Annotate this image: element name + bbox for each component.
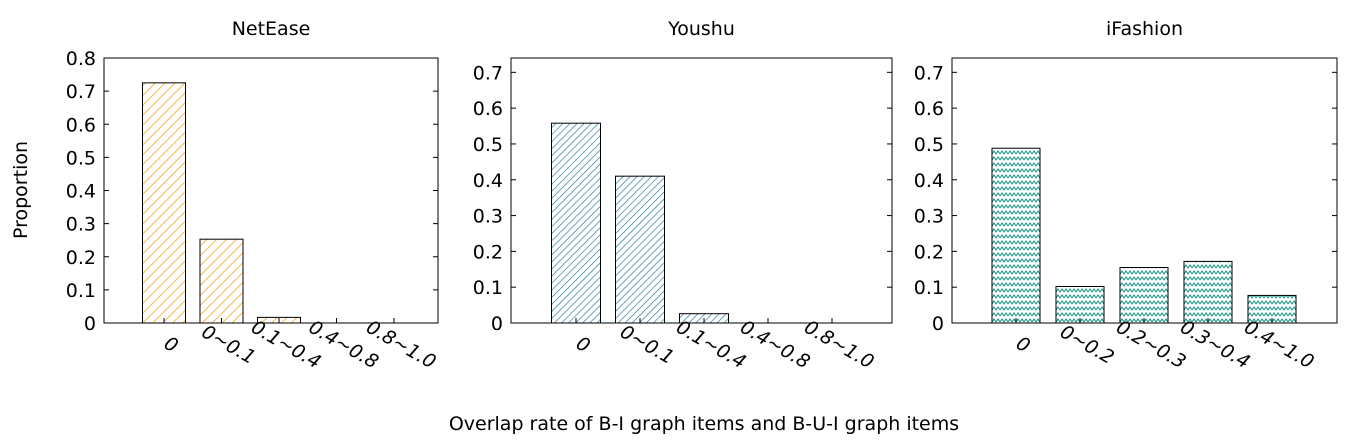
y-tick-label: 0 [491,313,503,335]
chart-panel-ifashion: iFashion 0 0.1 0.2 0.3 0.4 0.5 0.6 0.7 0 0~0.20.2~… [914,18,1338,373]
y-tick-label: 0.5 [473,134,503,156]
y-tick-label: 0.3 [66,214,96,236]
y-tick-label: 0.6 [66,114,96,136]
y-tick-label: 0.3 [914,206,944,228]
bar-0 [551,122,601,324]
x-tick-label: 0.4~0.8 [736,316,813,373]
y-tick-label: 0.8 [66,48,96,70]
x-axis-label: Overlap rate of B-I graph items and B-U-… [449,413,959,435]
bar-0.3~0.4 [1183,260,1233,324]
y-tick-label: 0.5 [66,147,96,169]
y-tick-label: 0.7 [66,81,96,103]
y-tick-label: 0.7 [914,62,944,84]
chart-title: NetEase [232,18,311,40]
x-tick-label: 0 [572,332,593,357]
bar-0~0.1 [615,175,665,324]
chart-title: Youshu [667,18,735,40]
x-tick-label: 0~0.1 [616,321,677,369]
x-tick-label: 0.4~1.0 [1240,316,1317,373]
y-tick-label: 0.2 [66,247,96,269]
bar-0.2~0.3 [1119,266,1169,324]
y-tick-label: 0.7 [473,62,503,84]
bar-0 [142,82,186,324]
y-tick-label: 0.6 [473,98,503,120]
x-tick-label: 0 [1012,332,1033,357]
y-tick-label: 0.3 [473,206,503,228]
y-tick-label: 0.1 [914,277,944,299]
y-tick-label: 0.4 [473,170,503,192]
y-tick-label: 0.6 [914,98,944,120]
y-tick-label: 0.4 [66,181,96,203]
x-tick-label: 0.2~0.3 [1112,316,1189,373]
x-tick-label: 0~0.1 [198,321,259,369]
y-tick-label: 0.4 [914,170,944,192]
x-tick-label: 0.1~0.4 [672,316,749,373]
chart-panel-youshu: Youshu 0 0.1 0.2 0.3 0.4 0.5 0.6 0.7 0 0~0.10.1~0.… [473,18,893,373]
bar-0 [991,147,1041,324]
chart-title: iFashion [1106,18,1183,40]
y-tick-label: 0.2 [914,241,944,263]
x-tick-label: 0.8~1.0 [800,316,877,373]
y-tick-label: 0.1 [66,280,96,302]
x-tick-label: 0~0.2 [1056,321,1117,369]
y-tick-label: 0.5 [914,134,944,156]
y-tick-label: 0 [932,313,944,335]
y-tick-label: 0.2 [473,241,503,263]
y-axis-label: Proportion [10,141,32,239]
y-tick-label: 0 [84,313,96,335]
y-tick-label: 0.1 [473,277,503,299]
bar-0~0.1 [199,238,244,324]
bar-0~0.2 [1055,285,1105,324]
x-tick-label: 0 [160,332,181,357]
x-tick-label: 0.3~0.4 [1176,316,1253,373]
